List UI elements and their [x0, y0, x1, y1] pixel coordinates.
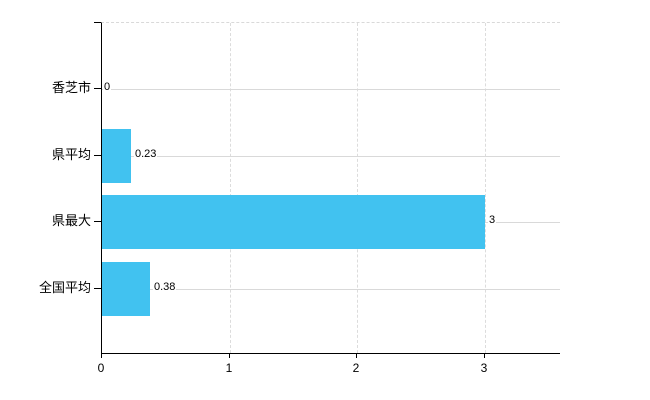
- value-label: 0.38: [153, 281, 177, 294]
- value-label: 3: [488, 214, 497, 227]
- x-axis-tick: [229, 354, 230, 358]
- bar-県最大: [102, 195, 485, 249]
- y-axis-tick: [94, 155, 101, 156]
- y-axis-tick: [94, 288, 101, 289]
- category-label: 香芝市: [51, 80, 91, 95]
- category-label: 県平均: [51, 147, 91, 162]
- vertical-gridline: [357, 23, 358, 353]
- value-label: 0.23: [134, 148, 158, 161]
- x-tick-label: 0: [97, 361, 105, 375]
- x-axis-tick: [356, 354, 357, 358]
- y-axis-tick: [94, 221, 101, 222]
- category-label: 全国平均: [38, 280, 91, 295]
- bar-県平均: [102, 129, 131, 183]
- bar-全国平均: [102, 262, 150, 316]
- category-label: 県最大: [51, 213, 91, 228]
- plot-area: [101, 22, 560, 354]
- x-tick-label: 3: [480, 361, 488, 375]
- vertical-gridline: [230, 23, 231, 353]
- horizontal-gridline: [102, 89, 560, 90]
- y-axis-end-tick: [94, 22, 101, 23]
- x-axis-tick: [484, 354, 485, 358]
- x-tick-label: 1: [225, 361, 233, 375]
- y-axis-tick: [94, 88, 101, 89]
- x-axis-tick: [101, 354, 102, 358]
- x-tick-label: 2: [352, 361, 360, 375]
- value-label: 0: [103, 81, 112, 94]
- horizontal-gridline: [102, 156, 560, 157]
- horizontal-gridline: [102, 289, 560, 290]
- vertical-gridline: [485, 23, 486, 353]
